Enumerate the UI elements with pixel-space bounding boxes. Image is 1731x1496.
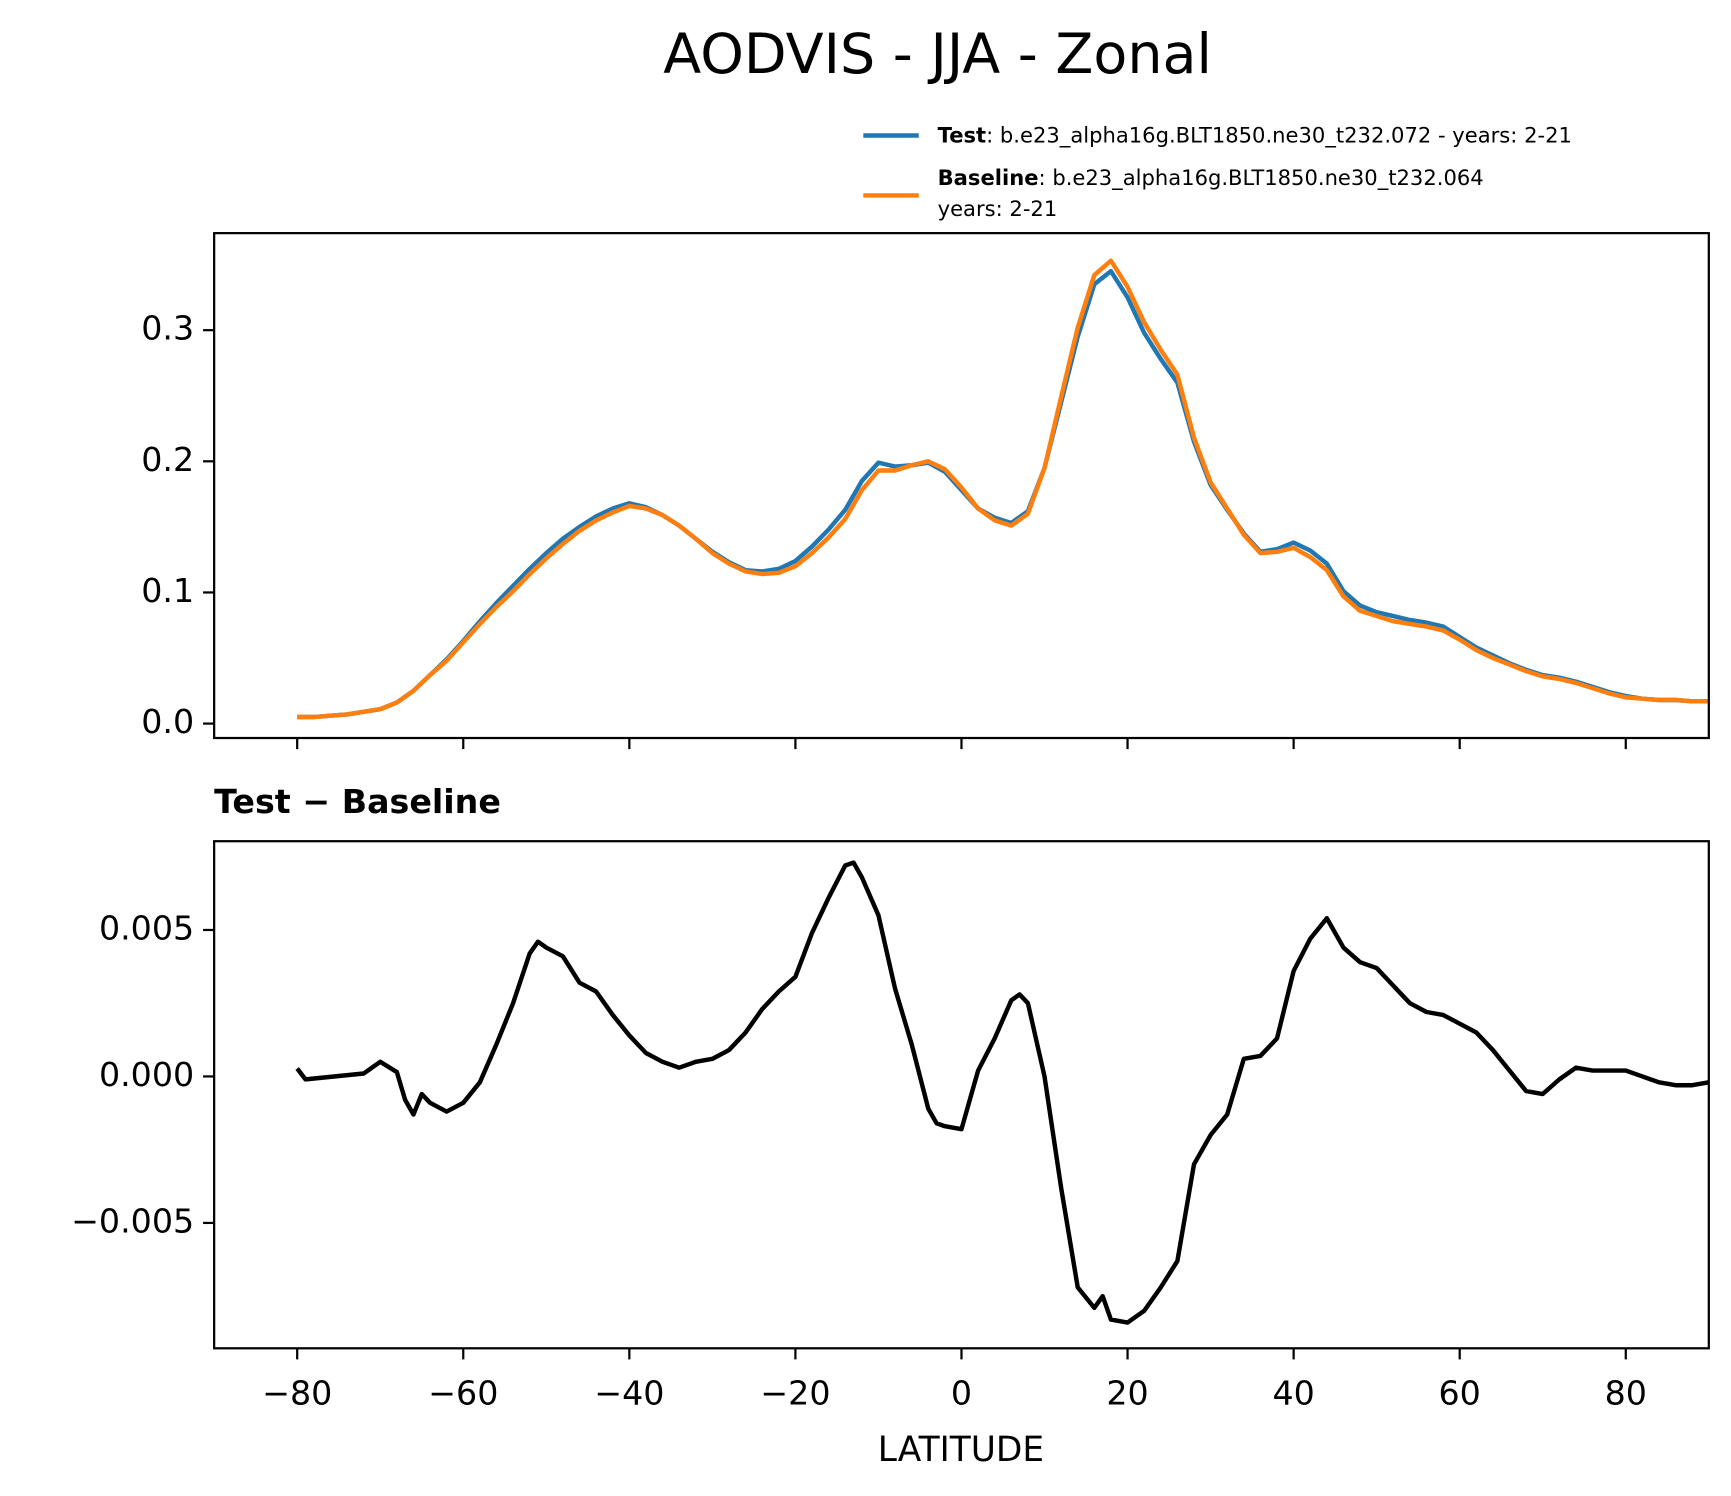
legend-description: : b.e23_alpha16g.BLT1850.ne30_t232.064 [1039, 165, 1484, 191]
x-tick-label: 20 [1106, 1373, 1148, 1412]
x-tick-label: −20 [760, 1373, 830, 1412]
axes-frame [213, 840, 1710, 1350]
legend-description: : b.e23_alpha16g.BLT1850.ne30_t232.072 -… [986, 123, 1572, 149]
legend-description: years: 2-21 [938, 196, 1058, 221]
y-tick-label: 0.000 [99, 1055, 194, 1094]
x-tick-label: −40 [594, 1373, 664, 1412]
x-tick-label: 0 [951, 1373, 972, 1412]
y-tick-label: −0.005 [71, 1201, 194, 1240]
x-tick-label: 40 [1272, 1373, 1314, 1412]
y-tick-label: 0.2 [141, 440, 194, 479]
y-tick-label: 0.3 [141, 309, 194, 348]
legend-entry: Test: b.e23_alpha16g.BLT1850.ne30_t232.0… [938, 123, 1572, 149]
legend-entry: Baseline: b.e23_alpha16g.BLT1850.ne30_t2… [938, 165, 1484, 191]
data-line [297, 258, 1709, 720]
y-tick-label: 0.005 [99, 908, 194, 947]
x-tick-label: −80 [262, 1373, 332, 1412]
data-line [295, 860, 1710, 1325]
legend-name: Test [938, 123, 987, 148]
legend-name: Baseline [938, 165, 1039, 190]
panel-title: Test − Baseline [214, 782, 501, 821]
y-tick-label: 0.0 [141, 702, 194, 741]
y-tick-label: 0.1 [141, 571, 194, 610]
x-axis-label: LATITUDE [878, 1430, 1044, 1470]
x-tick-label: 60 [1439, 1373, 1481, 1412]
x-tick-label: −60 [428, 1373, 498, 1412]
figure-title: AODVIS - JJA - Zonal [663, 23, 1212, 87]
x-tick-label: 80 [1605, 1373, 1647, 1412]
data-line [297, 268, 1709, 720]
